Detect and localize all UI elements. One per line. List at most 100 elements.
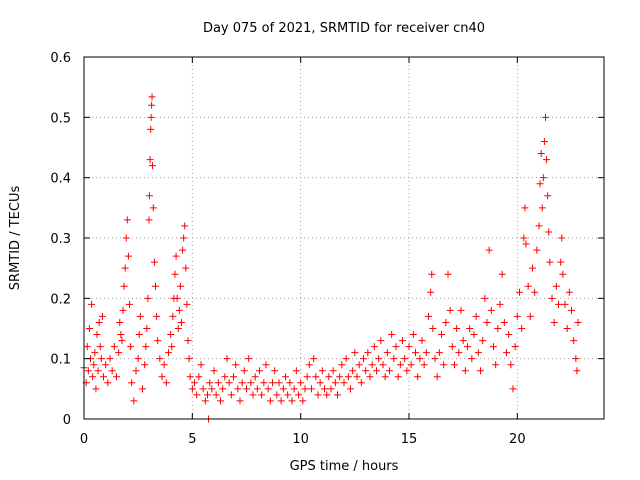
data-point bbox=[160, 361, 168, 369]
data-point bbox=[191, 379, 198, 387]
data-point bbox=[396, 361, 404, 369]
data-point bbox=[461, 367, 469, 375]
y-tick-label: 0.5 bbox=[50, 111, 71, 126]
data-point bbox=[195, 373, 203, 381]
data-point bbox=[90, 361, 98, 369]
data-point bbox=[494, 325, 502, 332]
data-point bbox=[117, 331, 125, 339]
data-point bbox=[89, 373, 97, 381]
data-point bbox=[179, 246, 187, 254]
data-point bbox=[91, 349, 99, 357]
data-point bbox=[240, 367, 248, 375]
data-point bbox=[262, 361, 270, 369]
data-point bbox=[490, 343, 497, 351]
data-point bbox=[453, 325, 461, 332]
data-point bbox=[130, 397, 138, 405]
data-point bbox=[559, 270, 567, 278]
data-point bbox=[169, 312, 177, 320]
data-point bbox=[84, 367, 92, 375]
data-point bbox=[558, 234, 566, 242]
y-tick-label: 0.6 bbox=[50, 51, 71, 66]
data-point bbox=[399, 337, 406, 345]
data-point bbox=[448, 343, 456, 351]
data-point bbox=[529, 264, 536, 272]
data-point bbox=[485, 246, 493, 254]
data-point bbox=[219, 385, 227, 393]
data-point bbox=[122, 234, 130, 242]
y-tick-label: 0.2 bbox=[50, 292, 71, 307]
data-point bbox=[522, 240, 530, 248]
data-point bbox=[134, 355, 142, 363]
data-point bbox=[175, 306, 183, 314]
data-point bbox=[98, 312, 106, 320]
data-point bbox=[509, 385, 517, 393]
data-point bbox=[438, 331, 445, 339]
y-tick-label: 0.1 bbox=[50, 353, 71, 368]
data-point bbox=[543, 156, 551, 164]
data-point bbox=[253, 385, 261, 393]
data-point bbox=[94, 367, 102, 375]
data-point bbox=[392, 343, 400, 351]
data-point bbox=[210, 367, 218, 375]
data-point bbox=[150, 258, 158, 266]
data-point bbox=[364, 349, 372, 357]
data-point bbox=[184, 337, 192, 345]
data-point bbox=[223, 355, 231, 363]
data-point bbox=[542, 113, 549, 121]
data-point bbox=[474, 349, 482, 357]
data-point bbox=[145, 216, 153, 224]
data-point bbox=[275, 379, 283, 387]
data-point bbox=[327, 385, 335, 393]
data-point bbox=[325, 373, 333, 381]
chart-title: Day 075 of 2021, SRMTID for receiver cn4… bbox=[203, 21, 485, 36]
data-point bbox=[451, 361, 458, 369]
data-point bbox=[206, 379, 214, 387]
data-point bbox=[251, 373, 259, 381]
data-point bbox=[225, 379, 233, 387]
data-point bbox=[110, 343, 118, 351]
data-point bbox=[466, 325, 474, 332]
data-point bbox=[503, 349, 510, 357]
data-point bbox=[258, 391, 266, 399]
data-point bbox=[500, 318, 508, 326]
data-point bbox=[142, 343, 150, 351]
data-point bbox=[561, 300, 569, 308]
data-point bbox=[146, 156, 154, 164]
data-point bbox=[487, 306, 495, 314]
data-point bbox=[295, 391, 302, 399]
data-point bbox=[362, 367, 370, 375]
data-point bbox=[282, 373, 289, 381]
data-point bbox=[167, 331, 175, 339]
data-point bbox=[420, 361, 428, 369]
data-point bbox=[422, 349, 430, 357]
data-point bbox=[552, 282, 560, 290]
data-point bbox=[544, 192, 552, 200]
data-point bbox=[318, 367, 326, 375]
x-tick-label: 5 bbox=[188, 432, 196, 447]
data-point bbox=[444, 270, 452, 278]
data-point bbox=[511, 343, 519, 351]
data-point bbox=[269, 379, 276, 387]
data-point bbox=[357, 379, 365, 387]
data-point bbox=[375, 355, 383, 363]
data-point bbox=[135, 331, 143, 339]
data-point bbox=[123, 216, 131, 224]
data-point bbox=[100, 373, 107, 381]
data-point bbox=[221, 373, 229, 381]
data-point bbox=[148, 101, 156, 109]
data-point bbox=[351, 349, 359, 357]
data-point bbox=[217, 397, 224, 405]
data-point bbox=[245, 355, 253, 363]
data-point bbox=[182, 264, 190, 272]
data-point bbox=[379, 361, 387, 369]
data-point bbox=[427, 288, 435, 296]
y-tick-label: 0.4 bbox=[50, 172, 71, 187]
data-point bbox=[303, 373, 311, 381]
data-point bbox=[83, 343, 91, 351]
data-point bbox=[271, 367, 279, 375]
data-point bbox=[120, 282, 128, 290]
data-point bbox=[136, 312, 144, 320]
data-point bbox=[416, 355, 424, 363]
data-point bbox=[492, 361, 500, 369]
data-point bbox=[557, 258, 565, 266]
